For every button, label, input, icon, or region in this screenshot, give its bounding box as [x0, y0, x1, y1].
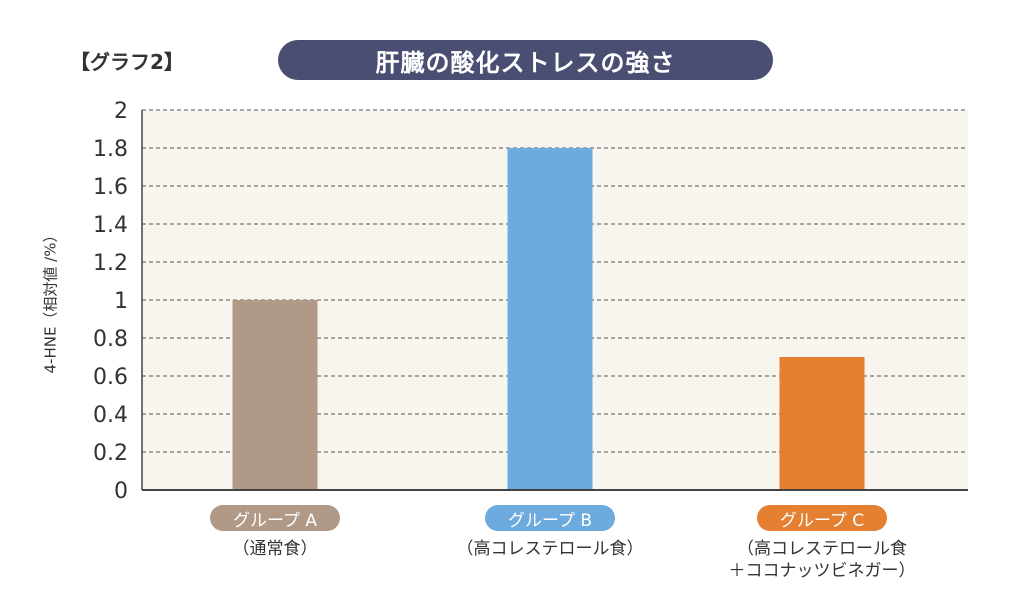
y-tick-label: 1.4 — [93, 213, 128, 238]
bar-b — [507, 148, 593, 490]
category-label: グループ B — [485, 505, 615, 531]
category-label: グループ C — [757, 505, 887, 531]
y-tick-label: 0.8 — [93, 327, 128, 352]
y-tick-label: 1.2 — [93, 251, 128, 276]
y-tick-label: 0 — [114, 479, 128, 504]
bar-a — [232, 300, 318, 490]
y-tick-label: 1.8 — [93, 137, 128, 162]
y-tick-label: 0.6 — [93, 365, 128, 390]
y-tick-label: 1 — [114, 289, 128, 314]
category-description: （高コレステロール食） — [456, 539, 644, 559]
graph-number-label: 【グラフ2】 — [70, 50, 184, 74]
y-tick-label: 2 — [114, 99, 128, 124]
y-tick-label: 0.2 — [93, 441, 128, 466]
category-description: （通常食） — [232, 539, 318, 559]
category-label: グループ A — [210, 505, 340, 531]
y-tick-label: 1.6 — [93, 175, 128, 200]
chart-title: 肝臓の酸化ストレスの強さ — [278, 40, 773, 80]
bar-c — [779, 357, 865, 490]
category-description: （高コレステロール食 ＋ココナッツビネガー） — [728, 539, 916, 581]
y-tick-label: 0.4 — [93, 403, 128, 428]
